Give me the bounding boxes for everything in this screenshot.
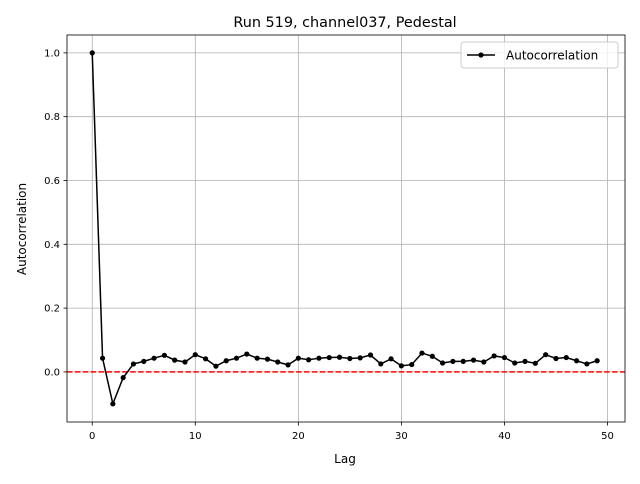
legend: Autocorrelation <box>460 41 619 69</box>
legend-label: Autocorrelation <box>506 49 598 63</box>
y-tick-label: 1.0 <box>44 48 60 59</box>
data-point <box>192 352 198 358</box>
grid <box>67 35 625 422</box>
data-point <box>141 358 147 364</box>
data-point <box>295 355 301 361</box>
data-point <box>275 359 281 365</box>
data-point <box>120 375 126 381</box>
data-point <box>254 355 260 361</box>
chart-title: Run 519, channel037, Pedestal <box>233 15 456 31</box>
data-point <box>563 354 569 361</box>
data-point <box>388 356 394 362</box>
data-point <box>409 361 415 368</box>
data-point <box>543 352 549 358</box>
data-point <box>522 358 528 364</box>
data-point <box>347 355 353 362</box>
data-point <box>130 361 137 367</box>
data-point <box>470 357 477 363</box>
data-point <box>532 360 538 366</box>
x-tick-label: 20 <box>292 431 305 442</box>
data-point <box>419 350 425 356</box>
x-tick-label: 0 <box>89 431 95 442</box>
data-point <box>357 355 363 361</box>
data-point <box>89 50 95 56</box>
legend-marker <box>478 52 484 58</box>
data-point <box>161 352 167 358</box>
data-point <box>553 355 559 362</box>
x-tick-label: 40 <box>498 431 511 442</box>
data-point <box>398 363 404 369</box>
y-tick-label: 0.4 <box>44 240 60 251</box>
x-tick-label: 10 <box>189 431 202 442</box>
data-point <box>573 358 580 364</box>
x-axis-ticks: 0 10 20 30 40 50 <box>89 422 614 442</box>
axes-frame <box>66 34 626 423</box>
data-point <box>244 351 250 357</box>
data-point <box>429 353 435 359</box>
x-tick-label: 50 <box>601 431 614 442</box>
data-point <box>481 359 487 365</box>
data-point <box>182 359 188 365</box>
data-point <box>450 358 456 364</box>
y-axis-label: Autocorrelation <box>15 183 29 275</box>
y-tick-label: 0.6 <box>44 176 60 187</box>
data-point <box>491 353 497 359</box>
data-point <box>233 355 240 361</box>
data-point <box>378 361 384 367</box>
data-point <box>202 356 209 362</box>
legend-box <box>460 41 619 69</box>
data-point <box>316 355 322 361</box>
data-point <box>501 354 508 361</box>
data-point <box>460 358 466 364</box>
data-point <box>594 358 600 364</box>
y-tick-label: 0.2 <box>44 304 60 315</box>
data-point <box>151 355 157 361</box>
data-point <box>285 362 291 368</box>
data-point <box>326 354 332 361</box>
data-point <box>584 361 590 367</box>
series-autocorrelation <box>89 50 600 407</box>
data-point <box>306 357 312 363</box>
x-tick-label: 30 <box>395 431 408 442</box>
data-point <box>223 358 229 364</box>
data-point <box>367 352 374 358</box>
data-point <box>336 354 343 360</box>
data-point <box>110 401 116 407</box>
y-tick-label: 0.8 <box>44 112 60 123</box>
data-point <box>172 357 178 363</box>
data-point <box>512 360 518 366</box>
x-axis-label: Lag <box>334 452 356 466</box>
data-point <box>440 360 446 366</box>
data-point <box>213 363 219 369</box>
y-axis-ticks: 0.0 0.2 0.4 0.6 0.8 1.0 <box>44 48 67 378</box>
data-point <box>99 355 106 361</box>
y-tick-label: 0.0 <box>44 367 60 378</box>
data-point <box>264 356 271 362</box>
